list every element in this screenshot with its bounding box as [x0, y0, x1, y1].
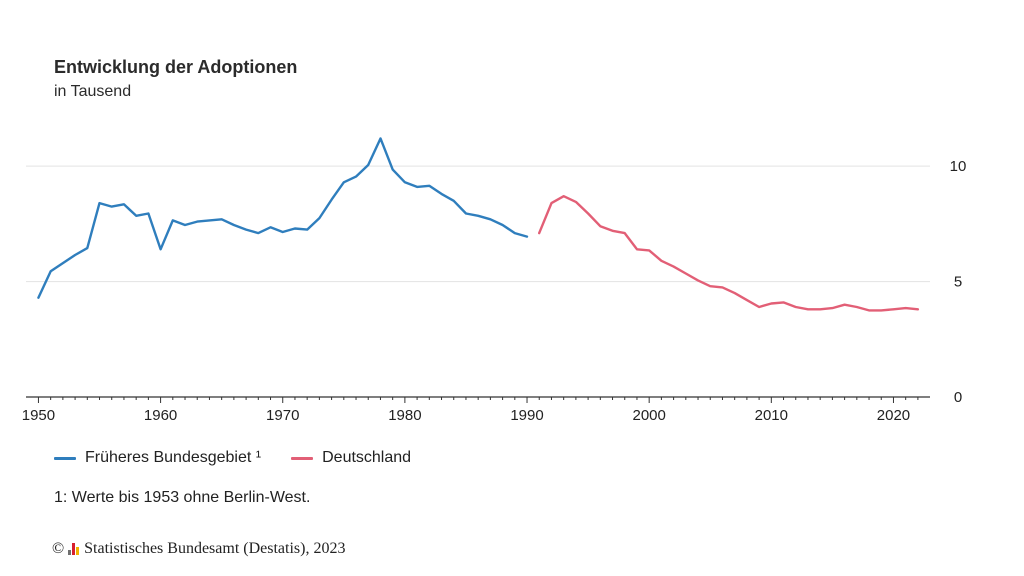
copyright-symbol: ©: [52, 540, 65, 557]
legend-label: Deutschland: [322, 449, 412, 466]
footnote: 1: Werte bis 1953 ohne Berlin-West.: [54, 489, 311, 506]
x-tick-label: 2000: [632, 407, 665, 424]
x-tick-label: 1980: [388, 407, 421, 424]
x-tick-label: 1960: [144, 407, 177, 424]
legend-item-frueheres-bundesgebiet[interactable]: Früheres Bundesgebiet ¹: [54, 449, 261, 467]
legend-label: Früheres Bundesgebiet ¹: [85, 449, 262, 466]
y-tick-label: 5: [954, 274, 962, 291]
source-text: Statistisches Bundesamt (Destatis), 2023: [84, 540, 346, 557]
legend: Früheres Bundesgebiet ¹ Deutschland: [54, 449, 441, 467]
chart-title: Entwicklung der Adoptionen: [54, 57, 298, 77]
x-axis: [26, 396, 930, 403]
series-layer: [37, 137, 920, 312]
line-chart: 0 5 10 1950 1960 1970 1980 1990 2000 2010 2020: [22, 137, 967, 424]
series-line-1[interactable]: [538, 195, 920, 312]
series-line-0[interactable]: [37, 137, 529, 299]
y-tick-label: 0: [954, 389, 962, 406]
x-tick-label: 1990: [510, 407, 543, 424]
legend-swatch: [291, 456, 314, 460]
tick-labels: 0 5 10 1950 1960 1970 1980 1990 2000 2010 2020: [22, 158, 967, 424]
legend-item-deutschland[interactable]: Deutschland: [291, 449, 411, 467]
grid-layer: [26, 165, 930, 283]
x-tick-label: 2010: [755, 407, 788, 424]
x-tick-label: 1950: [22, 407, 55, 424]
legend-swatch: [54, 456, 76, 460]
source-line: © Statistisches Bundesamt (Destatis), 20…: [52, 540, 345, 558]
x-tick-label: 1970: [266, 407, 299, 424]
chart-subtitle: in Tausend: [54, 83, 132, 100]
x-tick-label: 2020: [877, 407, 910, 424]
destatis-logo-icon: [68, 543, 80, 555]
y-tick-label: 10: [950, 158, 967, 175]
